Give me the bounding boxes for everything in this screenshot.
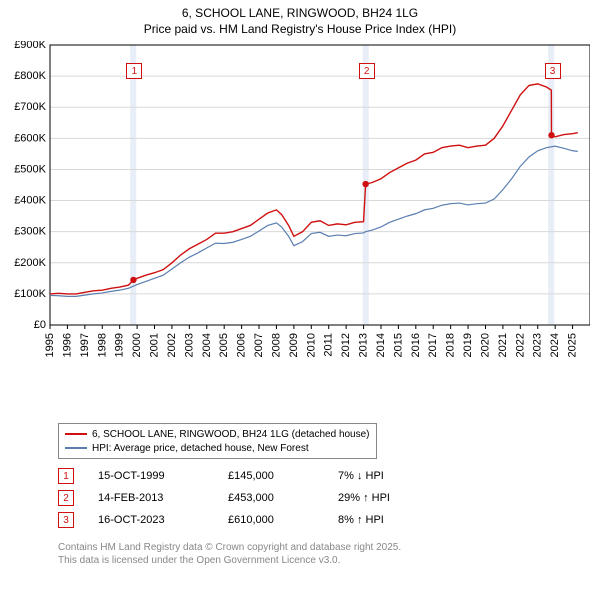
y-tick-label: £500K: [14, 164, 46, 176]
chart-area: £0 £100K £200K £300K £400K £500K £600K £700K £80…: [10, 41, 590, 361]
x-tick-label: 2005: [218, 333, 230, 357]
sales-marker-box: 2: [58, 490, 74, 506]
x-tick-label: 2004: [201, 333, 213, 357]
x-tick-label: 2000: [131, 333, 143, 357]
sale-marker-dot: [362, 181, 368, 187]
x-tick-label: 1996: [61, 333, 73, 357]
x-tick-label: 2008: [270, 333, 282, 357]
x-tick-label: 2002: [166, 333, 178, 357]
x-tick-label: 2025: [567, 333, 579, 357]
y-tick-label: £600K: [14, 133, 46, 145]
sales-price: £145,000: [228, 470, 338, 482]
y-tick-label: £300K: [14, 226, 46, 238]
sales-date: 15-OCT-1999: [98, 470, 228, 482]
sales-price: £610,000: [228, 514, 338, 526]
footer-line-1: Contains HM Land Registry data © Crown c…: [58, 541, 401, 554]
sales-delta: 29% ↑ HPI: [338, 492, 438, 504]
x-tick-label: 2013: [358, 333, 370, 357]
y-tick-label: £0: [34, 319, 46, 331]
sales-marker-box: 1: [58, 468, 74, 484]
sale-marker-label: 3: [545, 63, 561, 79]
legend-row: HPI: Average price, detached house, New …: [65, 441, 370, 455]
x-tick-label: 2009: [288, 333, 300, 357]
x-tick-label: 2016: [410, 333, 422, 357]
x-tick-label: 2012: [340, 333, 352, 357]
x-tick-label: 2019: [462, 333, 474, 357]
chart-svg: £0 £100K £200K £300K £400K £500K £600K £700K £80…: [10, 41, 590, 361]
legend-label: 6, SCHOOL LANE, RINGWOOD, BH24 1LG (deta…: [92, 429, 370, 440]
title-line-1: 6, SCHOOL LANE, RINGWOOD, BH24 1LG: [10, 6, 590, 22]
sales-price: £453,000: [228, 492, 338, 504]
legend-row: 6, SCHOOL LANE, RINGWOOD, BH24 1LG (deta…: [65, 427, 370, 441]
x-tick-label: 2003: [183, 333, 195, 357]
sales-date: 16-OCT-2023: [98, 514, 228, 526]
legend-label: HPI: Average price, detached house, New …: [92, 443, 309, 454]
legend-box: 6, SCHOOL LANE, RINGWOOD, BH24 1LG (deta…: [58, 423, 377, 459]
sales-delta: 8% ↑ HPI: [338, 514, 438, 526]
sale-band: [548, 45, 554, 325]
footer-note: Contains HM Land Registry data © Crown c…: [58, 541, 401, 567]
x-tick-label: 1998: [96, 333, 108, 357]
x-tick-label: 2022: [514, 333, 526, 357]
sales-delta: 7% ↓ HPI: [338, 470, 438, 482]
y-tick-label: £800K: [14, 70, 46, 82]
sales-marker-box: 3: [58, 512, 74, 528]
x-tick-label: 2015: [392, 333, 404, 357]
y-tick-label: £100K: [14, 288, 46, 300]
y-tick-label: £900K: [14, 41, 46, 51]
x-tick-label: 2001: [149, 333, 161, 357]
y-tick-label: £200K: [14, 257, 46, 269]
x-tick-label: 2011: [323, 333, 335, 357]
x-tick-label: 2021: [497, 333, 509, 357]
x-tick-label: 2024: [549, 333, 561, 357]
x-tick-label: 1997: [79, 333, 91, 357]
x-tick-label: 2010: [305, 333, 317, 357]
x-tick-label: 2020: [479, 333, 491, 357]
y-tick-label: £400K: [14, 195, 46, 207]
x-tick-label: 1995: [44, 333, 56, 357]
legend-swatch: [65, 447, 87, 449]
title-line-2: Price paid vs. HM Land Registry's House …: [10, 22, 590, 38]
sales-row: 1 15-OCT-1999£145,0007% ↓ HPI: [58, 465, 438, 487]
sale-marker-dot: [130, 277, 136, 283]
y-tick-label: £700K: [14, 101, 46, 113]
sale-marker-label: 1: [126, 63, 142, 79]
x-tick-label: 2023: [532, 333, 544, 357]
x-tick-label: 2017: [427, 333, 439, 357]
x-tick-label: 2014: [375, 333, 387, 357]
x-tick-label: 2018: [445, 333, 457, 357]
sales-row: 3 16-OCT-2023£610,0008% ↑ HPI: [58, 509, 438, 531]
sales-date: 14-FEB-2013: [98, 492, 228, 504]
legend-swatch: [65, 433, 87, 435]
footer-line-2: This data is licensed under the Open Gov…: [58, 554, 401, 567]
sales-table: 1 15-OCT-1999£145,0007% ↓ HPI 2 14-FEB-2013…: [58, 465, 438, 531]
sales-row: 2 14-FEB-2013£453,00029% ↑ HPI: [58, 487, 438, 509]
x-tick-label: 2006: [236, 333, 248, 357]
x-tick-label: 2007: [253, 333, 265, 357]
sale-marker-dot: [548, 132, 554, 138]
x-tick-label: 1999: [114, 333, 126, 357]
sale-marker-label: 2: [359, 63, 375, 79]
